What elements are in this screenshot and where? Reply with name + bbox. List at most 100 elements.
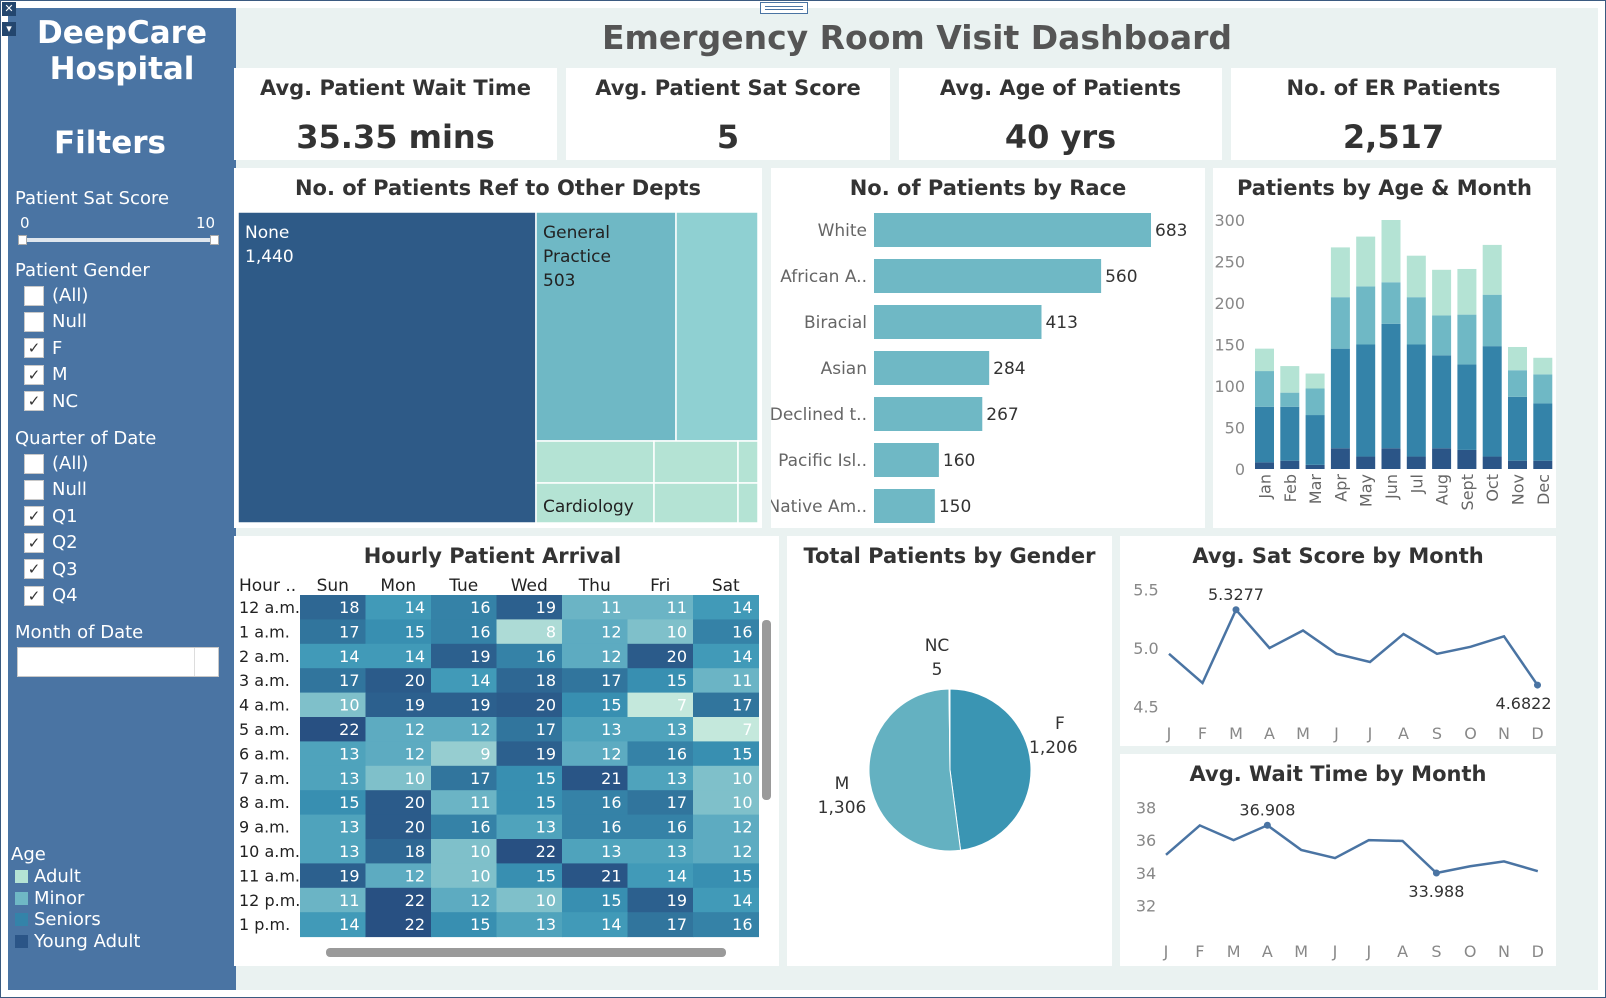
stack-segment-young-adult-may[interactable]	[1356, 456, 1376, 469]
heatmap-cell[interactable]	[431, 790, 497, 816]
stack-segment-minor-apr[interactable]	[1330, 297, 1350, 349]
heatmap-cell[interactable]	[431, 717, 497, 742]
heatmap-cell[interactable]	[562, 765, 628, 791]
heatmap-cell[interactable]	[496, 765, 563, 791]
stack-segment-minor-sept[interactable]	[1457, 314, 1477, 365]
age-legend-item-young-adult[interactable]: Young Adult	[15, 931, 140, 952]
vertical-scrollbar[interactable]	[762, 620, 771, 800]
heatmap-cell[interactable]	[562, 595, 628, 620]
heatmap-cell[interactable]	[627, 765, 694, 791]
checkbox[interactable]: ✓	[24, 506, 44, 527]
heatmap-cell[interactable]	[496, 619, 563, 645]
stack-segment-young-adult-sept[interactable]	[1457, 449, 1477, 469]
stack-segment-seniors-nov[interactable]	[1508, 396, 1527, 461]
stack-segment-young-adult-jun[interactable]	[1381, 448, 1401, 469]
stack-segment-adult-apr[interactable]	[1330, 247, 1350, 298]
stack-segment-young-adult-jul[interactable]	[1406, 456, 1426, 469]
heatmap-cell[interactable]	[365, 887, 432, 913]
stack-segment-young-adult-jan[interactable]	[1255, 462, 1274, 469]
heatmap-cell[interactable]	[562, 814, 628, 840]
stack-segment-minor-feb[interactable]	[1280, 392, 1300, 407]
heatmap-cell[interactable]	[300, 717, 366, 742]
heatmap-cell[interactable]	[693, 595, 759, 620]
line-point[interactable]	[1432, 869, 1440, 877]
heatmap-cell[interactable]	[365, 595, 432, 620]
checkbox[interactable]	[24, 453, 44, 474]
heatmap-cell[interactable]	[365, 741, 432, 767]
stack-segment-adult-mar[interactable]	[1305, 373, 1325, 389]
stack-segment-adult-nov[interactable]	[1508, 346, 1527, 371]
treemap-cell-none[interactable]	[237, 211, 537, 524]
sat-slider-track[interactable]	[22, 238, 218, 242]
heatmap-cell[interactable]	[365, 619, 432, 645]
stack-segment-young-adult-nov[interactable]	[1508, 460, 1527, 469]
heatmap-cell[interactable]	[562, 619, 628, 645]
stack-segment-minor-jan[interactable]	[1255, 371, 1274, 407]
heatmap-cell[interactable]	[365, 912, 432, 938]
heatmap-cell[interactable]	[365, 839, 432, 864]
heatmap-cell[interactable]	[431, 887, 497, 913]
sat-slider-min-handle[interactable]	[18, 235, 27, 245]
stack-segment-young-adult-aug[interactable]	[1432, 448, 1452, 469]
heatmap-cell[interactable]	[496, 643, 563, 669]
line-point[interactable]	[1263, 821, 1271, 829]
heatmap-cell[interactable]	[300, 814, 366, 840]
stack-segment-minor-may[interactable]	[1356, 286, 1376, 345]
heatmap-cell[interactable]	[627, 668, 694, 694]
checkbox[interactable]	[24, 285, 44, 306]
gender-option-f[interactable]: ✓ F	[24, 338, 62, 359]
heatmap-cell[interactable]	[693, 790, 759, 816]
heatmap-cell[interactable]	[365, 765, 432, 791]
heatmap-cell[interactable]	[627, 863, 694, 889]
heatmap-cell[interactable]	[627, 619, 694, 645]
heatmap-cell[interactable]	[562, 717, 628, 742]
age-legend-item-adult[interactable]: Adult	[15, 866, 81, 887]
heatmap-cell[interactable]	[431, 741, 497, 767]
stack-segment-young-adult-mar[interactable]	[1305, 464, 1325, 469]
checkbox[interactable]	[24, 479, 44, 500]
heatmap-cell[interactable]	[496, 790, 563, 816]
heatmap-cell[interactable]	[496, 912, 563, 938]
stack-segment-adult-dec[interactable]	[1533, 357, 1553, 375]
line-point[interactable]	[1534, 681, 1541, 689]
race-bar-african-a[interactable]	[874, 259, 1102, 293]
heatmap-cell[interactable]	[562, 912, 628, 938]
treemap-cell-other[interactable]	[675, 211, 759, 442]
heatmap-cell[interactable]	[693, 717, 759, 742]
heatmap-cell[interactable]	[693, 814, 759, 840]
heatmap-cell[interactable]	[365, 863, 432, 889]
pie-slice-nc[interactable]	[948, 688, 951, 771]
treemap-cell-small[interactable]	[653, 482, 739, 524]
checkbox[interactable]: ✓	[24, 391, 44, 412]
stack-segment-adult-jan[interactable]	[1255, 348, 1274, 372]
stack-segment-seniors-may[interactable]	[1356, 344, 1376, 457]
stack-segment-young-adult-dec[interactable]	[1533, 460, 1553, 469]
heatmap-cell[interactable]	[693, 765, 759, 791]
treemap-cell-small[interactable]	[737, 440, 759, 484]
stack-segment-minor-jun[interactable]	[1381, 282, 1401, 324]
stack-segment-seniors-mar[interactable]	[1305, 415, 1325, 465]
stack-segment-seniors-oct[interactable]	[1482, 346, 1502, 457]
gender-option-all[interactable]: (All)	[24, 285, 88, 306]
stack-segment-adult-jul[interactable]	[1406, 255, 1426, 298]
stack-segment-minor-aug[interactable]	[1432, 315, 1452, 356]
quarter-option-q1[interactable]: ✓ Q1	[24, 506, 78, 527]
stack-segment-seniors-jan[interactable]	[1255, 406, 1274, 463]
treemap-cell-small[interactable]	[535, 440, 655, 484]
heatmap-cell[interactable]	[431, 912, 497, 938]
heatmap-cell[interactable]	[365, 790, 432, 816]
stack-segment-seniors-jun[interactable]	[1381, 323, 1401, 449]
heatmap-cell[interactable]	[496, 863, 563, 889]
heatmap-cell[interactable]	[431, 668, 497, 694]
age-legend-item-seniors[interactable]: Seniors	[15, 909, 101, 930]
heatmap-cell[interactable]	[693, 863, 759, 889]
heatmap-cell[interactable]	[431, 839, 497, 864]
race-bar-white[interactable]	[874, 213, 1151, 247]
heatmap-cell[interactable]	[627, 692, 694, 718]
stack-segment-seniors-apr[interactable]	[1330, 348, 1350, 449]
heatmap-cell[interactable]	[300, 863, 366, 889]
heatmap-cell[interactable]	[431, 619, 497, 645]
heatmap-cell[interactable]	[300, 668, 366, 694]
heatmap-cell[interactable]	[431, 595, 497, 620]
heatmap-cell[interactable]	[627, 839, 694, 864]
